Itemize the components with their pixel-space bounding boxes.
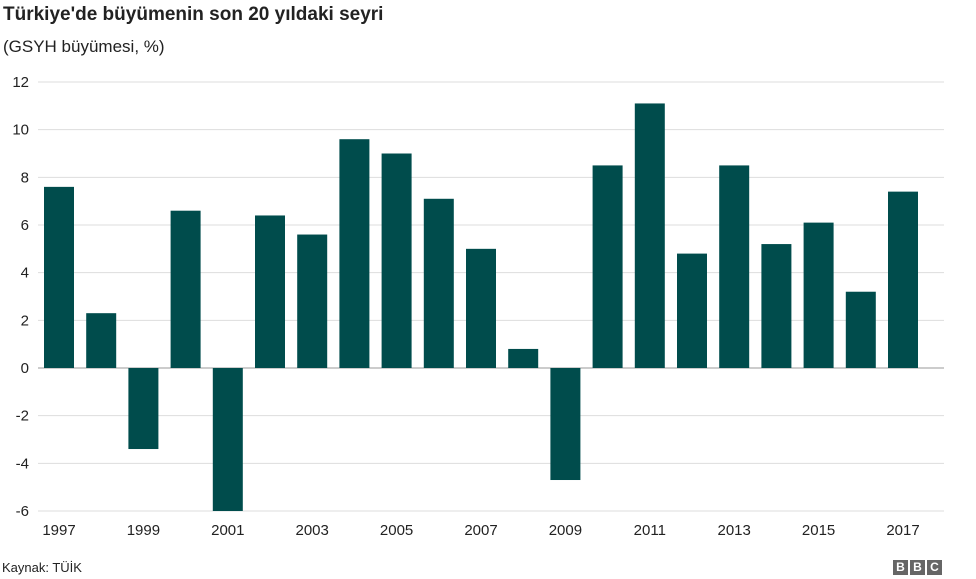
x-tick-label: 1997 (42, 522, 75, 539)
bar-2008 (508, 348, 539, 368)
bar-1997 (44, 186, 74, 368)
y-tick-label: 6 (21, 217, 29, 234)
y-tick-label: 2 (21, 312, 29, 329)
x-tick-label: 1999 (127, 522, 160, 539)
bar-2009 (550, 368, 581, 481)
bar-2015 (803, 222, 834, 368)
x-tick-label: 2015 (802, 522, 835, 539)
x-tick-label: 2001 (211, 522, 244, 539)
y-tick-label: 10 (12, 122, 29, 139)
logo-letter: C (927, 560, 942, 575)
logo-letter: B (910, 560, 925, 575)
logo-letter: B (893, 560, 908, 575)
bar-2007 (466, 248, 496, 368)
x-tick-label: 2013 (718, 522, 751, 539)
bar-2005 (381, 153, 412, 368)
y-tick-label: -4 (16, 455, 29, 472)
y-axis-ticks: 12 10 8 6 4 2 0 -2 -4 -6 (12, 74, 29, 520)
x-tick-label: 2009 (549, 522, 582, 539)
bar-2011 (634, 103, 665, 368)
bar-1998 (86, 313, 117, 368)
bar-2014 (761, 244, 792, 368)
bar-2000 (170, 210, 201, 368)
bar-2006 (423, 198, 454, 368)
bar-2016 (845, 291, 876, 368)
bar-1999 (128, 368, 159, 450)
y-tick-label: 4 (21, 265, 29, 282)
bars (44, 103, 918, 511)
y-tick-label: 8 (21, 169, 29, 186)
x-tick-label: 2005 (380, 522, 413, 539)
y-tick-label: -6 (16, 503, 29, 520)
bar-2013 (719, 165, 750, 368)
chart-subtitle: (GSYH büyümesi, %) (3, 37, 165, 56)
bar-2001 (212, 368, 243, 511)
source-note: Kaynak: TÜİK (2, 560, 82, 575)
x-axis-ticks: 1997 1999 2001 2003 2005 2007 2009 2011 2013 2015… (42, 522, 919, 539)
bar-chart: 12 10 8 6 4 2 0 -2 -4 -6 1997 1999 2001 2003 2005 2007… (12, 74, 944, 539)
bbc-logo: B B C (893, 560, 942, 575)
x-tick-label: 2007 (464, 522, 497, 539)
x-tick-label: 2003 (296, 522, 329, 539)
bar-2004 (339, 139, 370, 368)
bar-2002 (255, 215, 285, 368)
bar-2010 (592, 165, 623, 368)
y-tick-label: 12 (12, 74, 29, 91)
bar-2003 (297, 234, 328, 368)
x-tick-label: 2017 (886, 522, 919, 539)
y-tick-label: 0 (21, 360, 29, 377)
bar-2012 (677, 253, 707, 368)
chart-title: Türkiye'de büyümenin son 20 yıldaki seyr… (3, 4, 384, 25)
bar-2017 (888, 191, 918, 368)
x-tick-label: 2011 (634, 522, 666, 539)
y-tick-label: -2 (16, 408, 29, 425)
